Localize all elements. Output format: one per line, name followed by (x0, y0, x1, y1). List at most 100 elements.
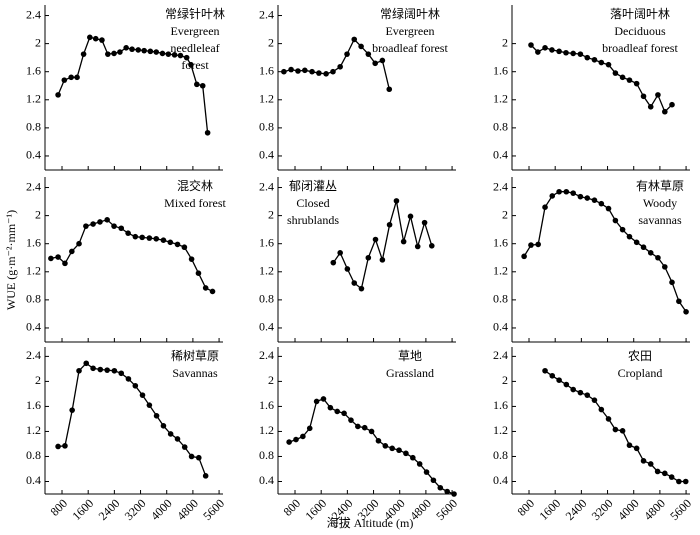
data-point (591, 197, 598, 203)
data-point (195, 270, 202, 276)
data-point (655, 254, 661, 261)
y-tick-label: 1.6 (259, 63, 274, 77)
data-point (612, 217, 619, 224)
y-tick-label: 0.4 (26, 148, 41, 162)
y-tick-label: 2.4 (26, 7, 41, 21)
data-point (605, 416, 612, 422)
y-tick-label: 1.2 (26, 264, 41, 278)
data-point (76, 367, 82, 374)
data-point (337, 63, 343, 70)
y-tick-label: 1.6 (493, 235, 508, 249)
data-line (50, 219, 213, 292)
data-point (570, 386, 576, 393)
data-point (330, 259, 337, 266)
data-point (62, 443, 68, 449)
data-point (444, 488, 450, 495)
data-point (97, 219, 103, 225)
data-point (123, 45, 129, 51)
data-point (83, 223, 89, 229)
data-point (92, 35, 99, 42)
x-axis-label: 海拔 Altitude (m) (327, 515, 414, 530)
y-tick-label: 2.4 (259, 7, 274, 21)
x-tick-label: 5600 (200, 496, 227, 523)
data-point (117, 49, 123, 55)
data-point (556, 48, 562, 55)
y-tick-label: 2.4 (493, 348, 508, 362)
data-point (683, 309, 689, 315)
panel-title: 常绿针叶林 (165, 6, 225, 21)
y-tick-label: 0.8 (493, 448, 508, 462)
data-point (556, 188, 562, 195)
x-tick-label: 2400 (563, 496, 590, 523)
data-point (351, 280, 358, 286)
data-point (194, 81, 200, 88)
data-point (577, 51, 584, 57)
panel-title: 稀树草原 (171, 348, 219, 363)
data-point (591, 56, 598, 63)
data-point (633, 239, 640, 246)
data-line (288, 398, 455, 495)
data-point (542, 204, 548, 210)
y-tick-label: 1.2 (259, 92, 274, 106)
panel-title: Grassland (386, 366, 434, 380)
data-point (372, 60, 378, 67)
data-point (577, 193, 584, 200)
y-tick-label: 2 (268, 207, 274, 221)
data-point (69, 407, 75, 413)
data-point (344, 266, 351, 272)
panel-title: Evergreen (170, 24, 219, 38)
y-tick-label: 0.8 (259, 448, 274, 462)
data-point (668, 474, 675, 480)
data-point (542, 367, 548, 374)
data-point (132, 382, 139, 389)
data-point (55, 443, 61, 450)
data-point (160, 237, 167, 243)
data-point (662, 108, 668, 115)
data-point (129, 46, 135, 53)
data-point (612, 426, 619, 433)
y-tick-label: 0.4 (493, 473, 508, 487)
data-point (563, 49, 569, 56)
y-tick-label: 0.8 (493, 292, 508, 306)
data-point (535, 49, 541, 55)
y-tick-label: 2.4 (26, 179, 41, 193)
data-point (640, 458, 647, 464)
data-point (104, 367, 110, 373)
y-tick-label: 1.2 (493, 423, 508, 437)
x-tick-label: 800 (514, 496, 537, 519)
data-point (334, 408, 341, 415)
data-point (111, 223, 117, 229)
y-tick-label: 1.6 (26, 235, 41, 249)
data-point (183, 54, 190, 61)
data-point (570, 190, 576, 196)
data-point (407, 213, 414, 220)
data-point (528, 242, 534, 248)
data-point (167, 239, 174, 246)
data-point (323, 71, 329, 77)
data-point (428, 243, 435, 249)
data-point (111, 50, 117, 57)
data-point (669, 279, 675, 286)
data-point (626, 442, 633, 449)
x-tick-label: 4800 (174, 496, 201, 523)
data-point (76, 240, 82, 247)
data-point (320, 396, 327, 402)
data-point (111, 367, 118, 374)
data-point (90, 221, 96, 227)
data-point (153, 413, 160, 419)
data-point (293, 436, 299, 443)
y-tick-label: 1.6 (259, 235, 274, 249)
data-point (327, 404, 334, 411)
data-point (295, 68, 301, 74)
data-point (598, 200, 605, 207)
data-point (640, 93, 647, 100)
x-tick-label: 1600 (69, 496, 96, 523)
panel-title: needleleaf (170, 41, 219, 55)
data-point (160, 423, 167, 429)
data-point (662, 470, 668, 477)
data-point (542, 45, 548, 51)
x-tick-label: 4000 (148, 496, 175, 523)
panel-title: broadleaf forest (602, 41, 678, 55)
data-point (570, 50, 576, 57)
data-point (598, 59, 605, 66)
